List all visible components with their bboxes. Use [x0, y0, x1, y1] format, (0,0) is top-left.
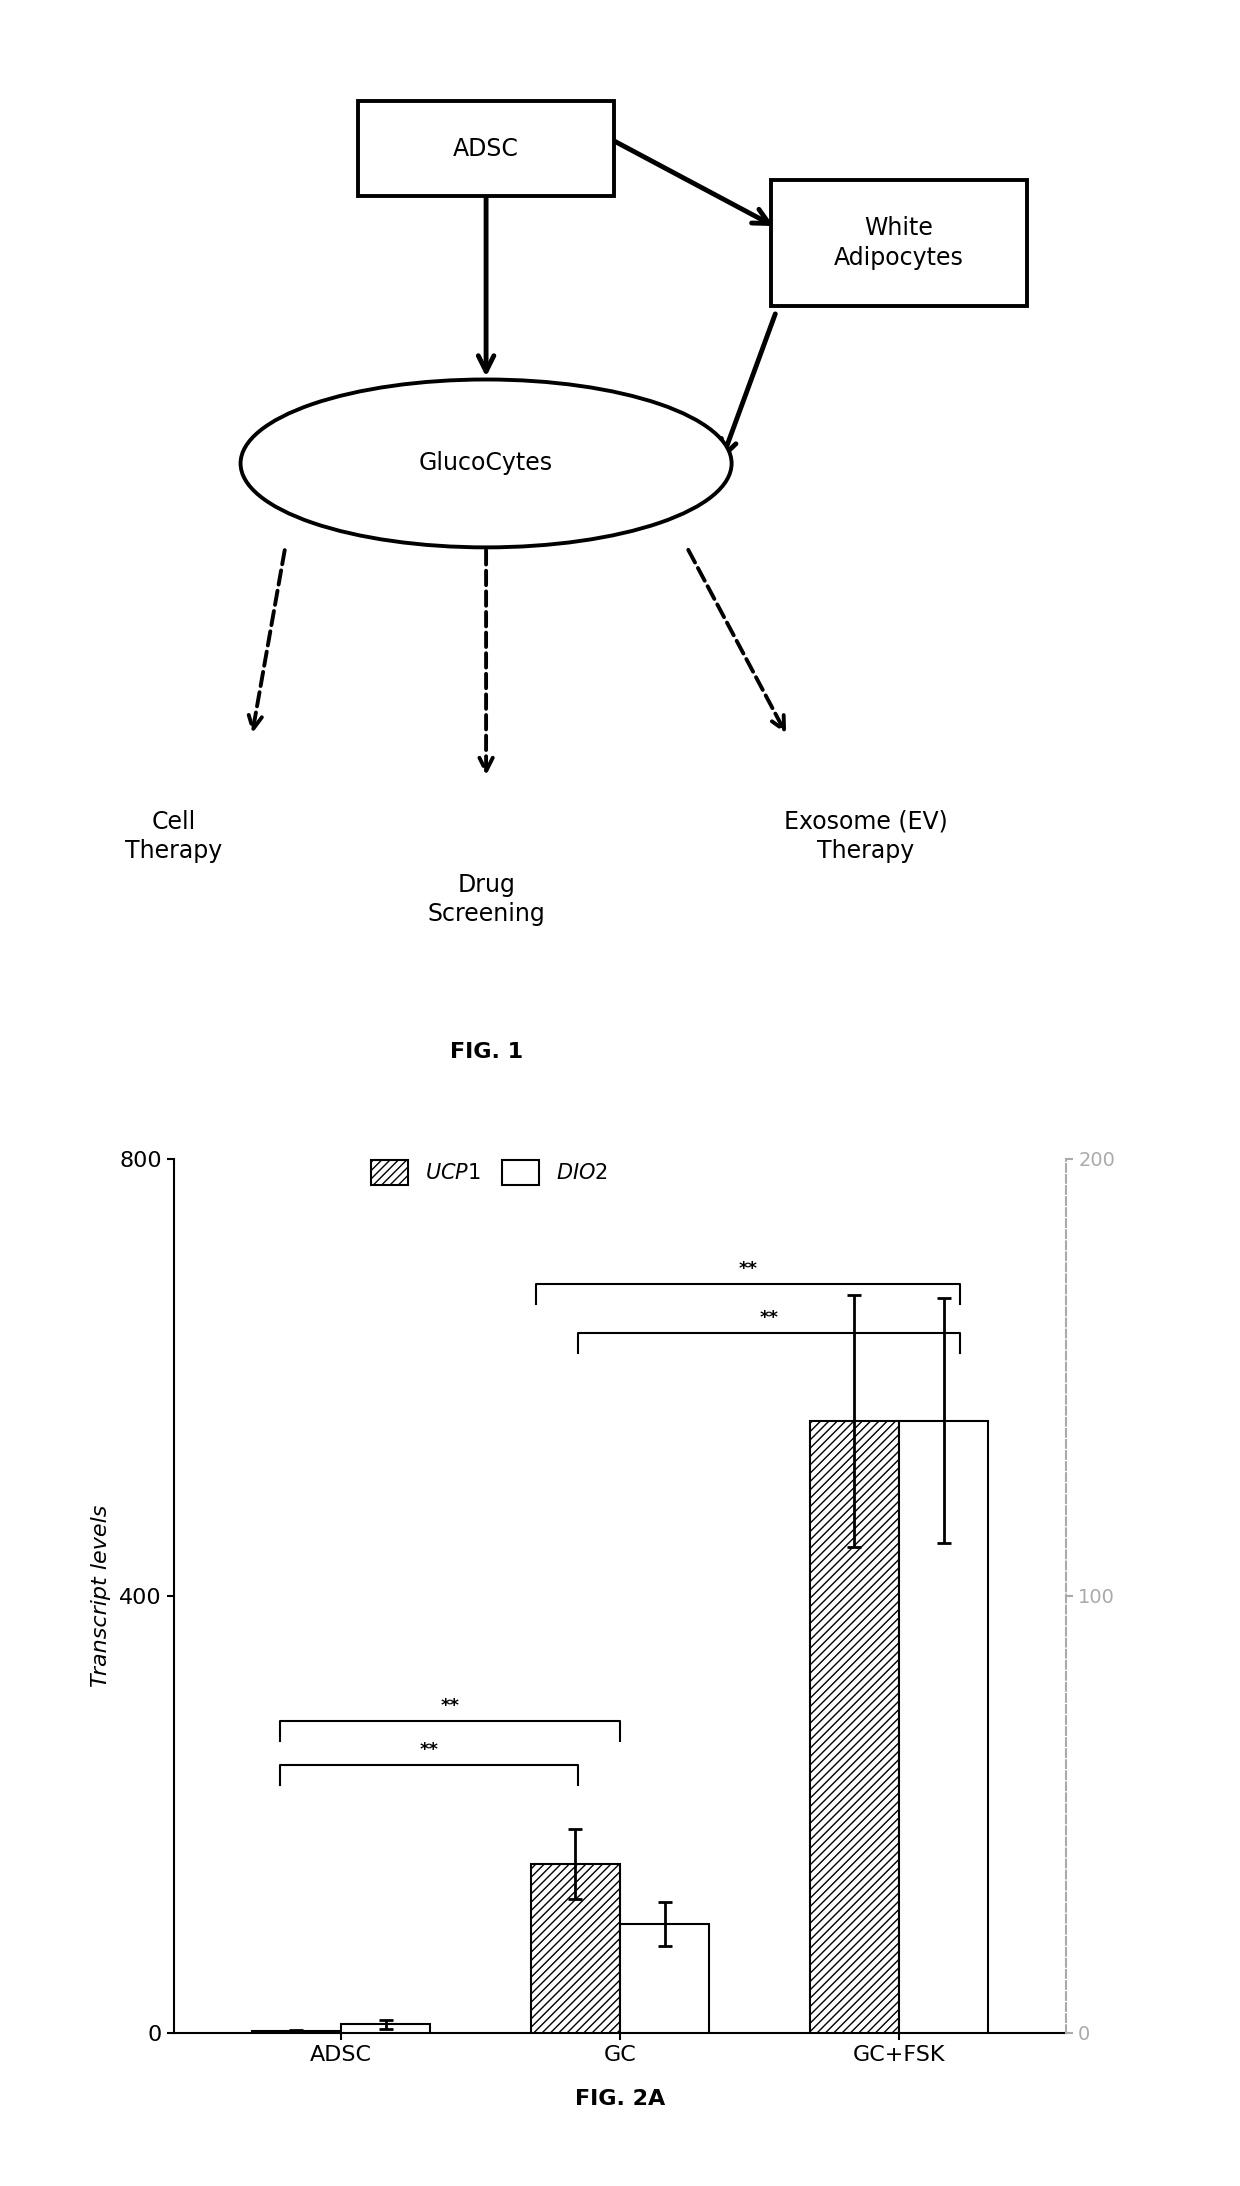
Text: FIG. 2A: FIG. 2A — [575, 2090, 665, 2109]
Text: Cell
Therapy: Cell Therapy — [125, 809, 222, 863]
FancyBboxPatch shape — [358, 101, 614, 197]
Bar — [810, 1421, 899, 2033]
Text: **: ** — [760, 1309, 779, 1327]
Text: Drug
Screening: Drug Screening — [428, 872, 544, 927]
Ellipse shape — [241, 380, 732, 546]
Text: **: ** — [739, 1259, 758, 1277]
Legend: $UCP1$, $DIO2$: $UCP1$, $DIO2$ — [362, 1152, 616, 1194]
Text: Exosome (EV)
Therapy: Exosome (EV) Therapy — [784, 809, 947, 863]
Y-axis label: Transcript levels: Transcript levels — [91, 1504, 110, 1688]
Bar — [620, 1924, 709, 2033]
Text: **: ** — [440, 1696, 459, 1714]
Bar — [341, 2024, 430, 2033]
Text: White
Adipocytes: White Adipocytes — [835, 216, 963, 269]
Text: GlucoCytes: GlucoCytes — [419, 453, 553, 474]
Bar — [531, 1862, 620, 2033]
Text: **: ** — [419, 1740, 439, 1758]
Bar — [899, 1421, 988, 2033]
Text: FIG. 1: FIG. 1 — [450, 1041, 522, 1062]
Text: ADSC: ADSC — [453, 138, 520, 160]
FancyBboxPatch shape — [770, 179, 1028, 306]
